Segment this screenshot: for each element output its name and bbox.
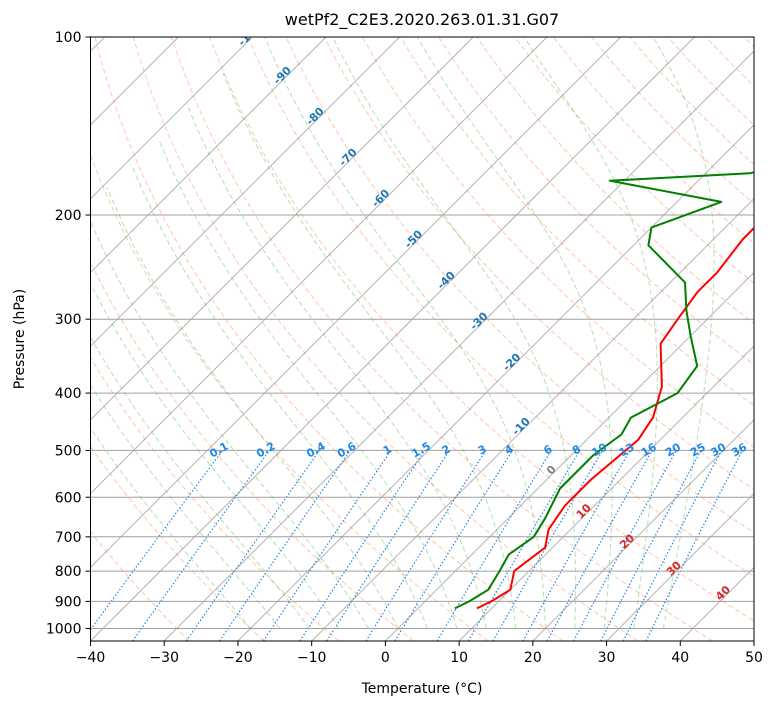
y-tick-label: 400	[55, 386, 82, 402]
plot-area: 0.10.20.40.611.52346810131620253036-100-…	[90, 20, 754, 641]
x-tick-label: 0	[381, 650, 390, 666]
mixing-ratio-line	[600, 450, 702, 641]
mixing-ratio-line	[132, 450, 270, 641]
mixing-ratio-line	[573, 450, 677, 641]
mixing-ratio-line	[262, 450, 392, 641]
y-tick-label: 1000	[46, 621, 82, 637]
x-tick-label: −10	[297, 650, 327, 666]
isotherm-line	[532, 419, 754, 641]
plot-frame	[90, 36, 755, 642]
mixing-ratio-line	[645, 450, 743, 641]
y-tick-label: 100	[55, 30, 82, 46]
isobars	[90, 37, 754, 629]
temperature-profile-line	[476, 226, 754, 610]
mixing-ratio-line	[394, 450, 513, 641]
x-axis-label: Temperature (°C)	[361, 681, 483, 697]
chart-title: wetPf2_C2E3.2020.263.01.31.G07	[285, 10, 559, 30]
x-tick-label: 20	[524, 650, 542, 666]
mixing-ratio-line	[622, 450, 723, 641]
dry-adiabat-line	[514, 37, 754, 284]
dry-adiabat-line	[170, 37, 713, 641]
mixing-ratio-line	[90, 450, 224, 631]
isotherm-line	[237, 124, 754, 641]
mixing-ratio-line	[546, 450, 653, 641]
x-tick-label: −40	[76, 650, 106, 666]
isotherm-line	[458, 345, 754, 641]
moist-adiabat-line	[131, 165, 428, 629]
moist-adiabat-line	[90, 427, 251, 629]
moist-adiabat-line	[158, 141, 458, 629]
sounding-profiles	[454, 171, 754, 610]
moist-adiabat-line	[332, 37, 577, 629]
moist-adiabat-line	[90, 220, 369, 629]
moist-adiabat-line	[416, 37, 613, 629]
moist-adiabat-line	[264, 37, 546, 629]
y-tick-label: 300	[55, 312, 82, 328]
dry-adiabat-line	[438, 37, 754, 365]
isotherm-label: -100	[235, 20, 264, 49]
x-tick-label: −20	[223, 650, 253, 666]
moist-adiabat-line	[106, 187, 399, 629]
y-axis-label: Pressure (hPa)	[12, 289, 28, 389]
x-tick-label: −30	[149, 650, 179, 666]
dry-adiabat-line	[90, 445, 265, 641]
dry-adiabat-line	[90, 356, 340, 641]
y-tick-label: 200	[55, 208, 82, 224]
dry-adiabat-line	[94, 37, 564, 641]
isotherm-line	[311, 197, 754, 641]
mixing-ratio-line	[522, 450, 631, 641]
dry-adiabat-line	[400, 37, 754, 407]
x-tick-label: 30	[598, 650, 616, 666]
isotherm-line	[90, 37, 474, 421]
dry-adiabat-line	[361, 37, 754, 448]
moist-adiabat-line	[523, 37, 658, 629]
x-axis-ticks: −40 −30 −20 −10 0 10 20 30 40 50	[76, 641, 763, 666]
mixing-ratio-lines	[90, 450, 743, 641]
y-axis-ticks: 100 200 300 400 500 600 700 800 900 1000	[46, 30, 91, 637]
isotherm-line	[606, 492, 754, 641]
y-tick-label: 700	[55, 530, 82, 546]
moist-adiabat-line	[90, 336, 310, 629]
dry-adiabat-line	[90, 153, 489, 641]
isotherm-line	[90, 37, 548, 495]
dry-adiabat-line	[90, 530, 190, 641]
x-tick-label: 10	[450, 650, 468, 666]
mixing-ratio-line	[185, 450, 320, 641]
dry-adiabat-line	[209, 37, 754, 622]
y-tick-label: 600	[55, 490, 82, 506]
mixing-ratio-line	[326, 450, 451, 641]
y-tick-label: 900	[55, 594, 82, 610]
moist-adiabat-line	[186, 104, 487, 629]
mixing-ratio-line	[219, 450, 351, 641]
dry-adiabat-line	[247, 37, 754, 577]
x-tick-label: 40	[671, 650, 689, 666]
isotherm-line	[90, 37, 400, 347]
dry-adiabat-line	[132, 37, 639, 641]
dry-adiabat-line	[323, 37, 754, 491]
isotherm-line	[90, 37, 695, 641]
isotherm-line	[90, 37, 327, 274]
dewpoint-profile-line	[454, 171, 754, 610]
isotherm-line	[90, 37, 253, 200]
x-tick-label: 50	[745, 650, 763, 666]
moist-adiabat-line	[652, 37, 715, 629]
isotherms	[90, 37, 754, 641]
moist-adiabats	[90, 37, 715, 629]
mixing-ratio-line	[299, 450, 426, 641]
isotherm-line	[385, 271, 754, 641]
isotherm-line	[90, 37, 622, 569]
mixing-ratio-line	[365, 450, 487, 641]
y-tick-label: 500	[55, 443, 82, 459]
moist-adiabat-line	[90, 282, 340, 629]
isotherm-line	[163, 50, 754, 641]
y-tick-label: 800	[55, 564, 82, 580]
